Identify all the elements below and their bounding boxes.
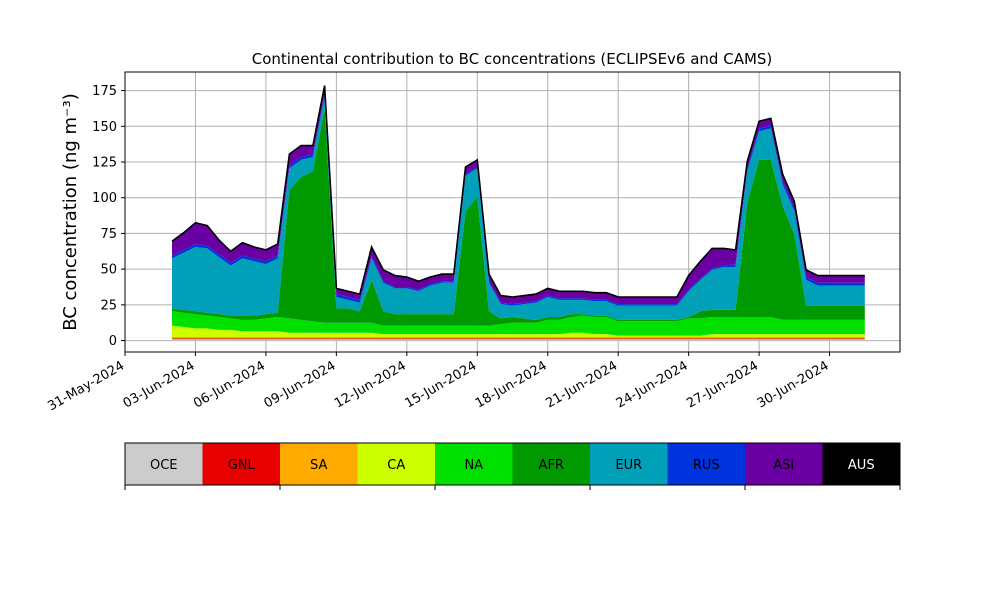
legend-swatch [745,443,823,485]
y-tick-label: 175 [92,84,117,99]
legend-label: EUR [615,458,642,473]
legend-swatch [202,443,280,485]
legend-swatch [590,443,668,485]
legend-swatch [435,443,513,485]
legend-colorbar: OCE GNL SA CA NA AFR EUR RUS ASI AUS [124,442,901,490]
legend-label: SA [310,458,327,473]
legend-item-oce: OCE [125,443,203,485]
legend-swatch [125,443,203,485]
legend-swatch [667,443,745,485]
plot-frame [124,71,901,353]
y-tick-label: 25 [100,298,117,313]
legend-label: CA [387,458,405,473]
area-eur [172,97,865,320]
area-gnl [172,338,865,340]
y-tick-label: 125 [92,156,117,171]
y-tick-label: 100 [92,191,117,206]
legend-item-eur: EUR [590,443,668,485]
legend-label: AUS [848,458,875,473]
legend-item-sa: SA [280,443,358,485]
legend-item-asi: ASI [745,443,823,485]
legend-item-ca: CA [357,443,435,485]
legend-label: ASI [773,458,794,473]
y-tick-label: 75 [100,227,117,242]
legend-label: NA [464,458,483,473]
area-sa [172,337,865,339]
legend-item-aus: AUS [822,443,900,485]
y-tick-label: 0 [109,334,117,349]
legend-label: GNL [228,458,256,473]
legend-swatch [357,443,435,485]
legend-frame [124,442,901,486]
area-oce [172,339,865,341]
y-tick-label: 150 [92,120,117,135]
stacked-areas [172,85,865,341]
area-ca [172,325,865,337]
legend-item-na: NA [435,443,513,485]
legend-label: RUS [693,458,720,473]
area-afr [172,108,865,326]
y-axis: 0 25 50 75 100 125 150 175 [92,84,125,349]
legend-item-gnl: GNL [202,443,280,485]
legend-label: AFR [539,458,564,473]
total-line [171,85,865,298]
legend-item-afr: AFR [512,443,590,485]
total-concentration-line [171,85,865,298]
y-axis-label: BC concentration (ng m⁻³) [60,93,81,331]
y-tick-label: 50 [100,263,117,278]
area-na [172,311,865,336]
chart-title: Continental contribution to BC concentra… [252,50,773,68]
legend-swatch [512,443,590,485]
legend-label: OCE [150,458,178,473]
legend-swatch [280,443,358,485]
legend-swatch [822,443,900,485]
legend-item-rus: RUS [667,443,745,485]
